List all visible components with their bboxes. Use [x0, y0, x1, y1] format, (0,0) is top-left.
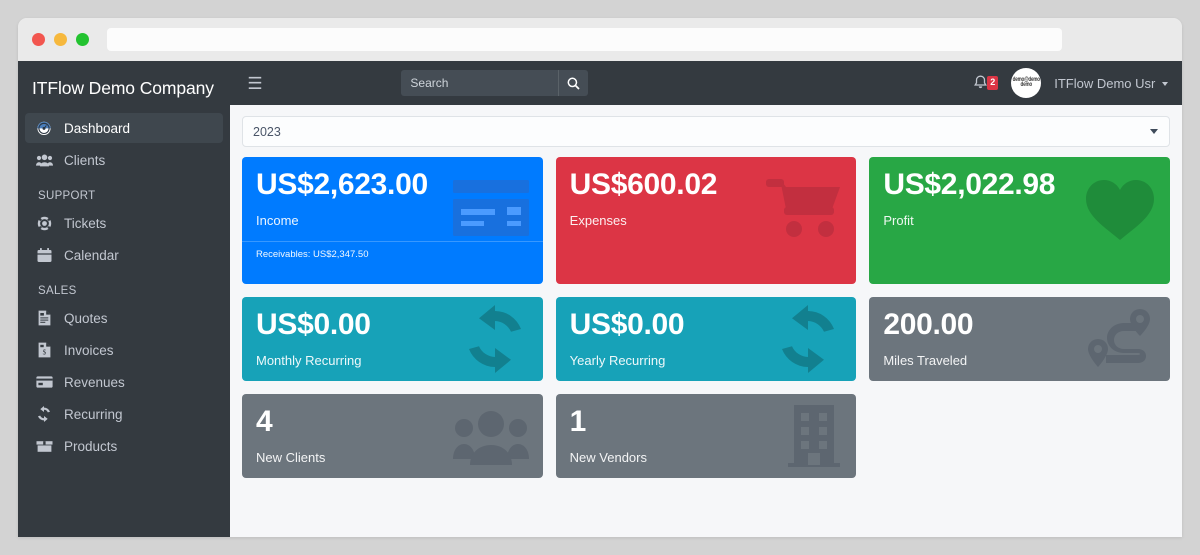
sidebar-item-label: Clients — [64, 152, 106, 168]
gauge-icon — [34, 120, 54, 136]
browser-chrome-bar — [18, 18, 1182, 61]
navbar-right: 2 demo@demo demo ITFlow Demo Usr — [973, 68, 1168, 98]
main-column: ☰ 2 — [230, 61, 1182, 537]
sidebar-section-sales: SALES — [38, 285, 77, 297]
file-invoice-icon — [34, 310, 54, 326]
sidebar-item-label: Dashboard — [64, 120, 131, 136]
maximize-window-button[interactable] — [76, 33, 89, 46]
card-value: US$0.00 — [256, 308, 371, 341]
browser-window: ITFlow Demo Company Dashboard — [18, 18, 1182, 537]
sidebar-item-label: Invoices — [64, 342, 114, 358]
hamburger-icon[interactable]: ☰ — [247, 73, 263, 93]
card-label: Yearly Recurring — [569, 353, 666, 369]
card-label: Expenses — [569, 213, 627, 229]
sidebar-item-revenues[interactable]: Revenues — [25, 367, 223, 397]
card-body: 1 New Vendors — [556, 394, 857, 478]
card-body: 200.00 Miles Traveled — [869, 297, 1170, 381]
user-menu[interactable]: ITFlow Demo Usr — [1054, 76, 1168, 91]
avatar[interactable]: demo@demo demo — [1011, 68, 1042, 98]
avatar-line-1: demo@demo — [1012, 75, 1040, 83]
brand-title: ITFlow Demo Company — [32, 78, 214, 98]
card-label: Monthly Recurring — [256, 353, 362, 369]
card-body: US$2,623.00 Income — [242, 157, 543, 241]
box-icon — [34, 438, 54, 454]
card-row-2: US$0.00 Monthly Recurring US$0.00 — [242, 297, 1171, 382]
search-icon — [567, 77, 581, 90]
sidebar-item-label: Quotes — [64, 310, 108, 326]
app-viewport: ITFlow Demo Company Dashboard — [18, 61, 1182, 537]
window-controls — [32, 33, 89, 46]
close-window-button[interactable] — [32, 33, 45, 46]
sidebar-item-quotes[interactable]: Quotes — [25, 303, 223, 333]
card-footer: Receivables: US$2,347.50 — [242, 241, 543, 268]
search-bar — [401, 70, 589, 96]
card-profit[interactable]: US$2,022.98 Profit — [869, 157, 1171, 284]
sidebar-item-label: Recurring — [64, 406, 123, 422]
card-row-1: US$2,623.00 Income — [242, 157, 1171, 284]
sidebar-item-invoices[interactable]: $ Invoices — [25, 335, 223, 365]
sidebar-item-products[interactable]: Products — [25, 431, 223, 461]
sidebar-item-label: Products — [64, 438, 118, 454]
card-body: US$2,022.98 Profit — [869, 157, 1170, 241]
card-new-vendors[interactable]: 1 New Vendors — [555, 394, 857, 479]
credit-card-icon — [34, 374, 54, 390]
card-value: 200.00 — [883, 308, 974, 341]
card-monthly-recurring[interactable]: US$0.00 Monthly Recurring — [242, 297, 543, 382]
notification-badge: 2 — [987, 76, 999, 90]
card-label: New Clients — [256, 450, 326, 466]
card-label: Profit — [883, 213, 914, 229]
sidebar-item-recurring[interactable]: Recurring — [25, 399, 223, 429]
sidebar-item-tickets[interactable]: Tickets — [25, 208, 223, 238]
sidebar-item-dashboard[interactable]: Dashboard — [25, 113, 223, 143]
card-label: Income — [256, 213, 299, 229]
card-value: 4 — [256, 405, 273, 439]
year-select[interactable]: 2023 — [242, 116, 1170, 147]
file-invoice-dollar-icon: $ — [34, 342, 54, 358]
sidebar-item-label: Tickets — [64, 215, 107, 231]
card-expenses[interactable]: US$600.02 Expenses — [555, 157, 857, 284]
user-menu-label: ITFlow Demo Usr — [1054, 75, 1156, 91]
year-filter: 2023 — [242, 116, 1170, 147]
card-body: US$600.02 Expenses — [556, 157, 857, 241]
sidebar: ITFlow Demo Company Dashboard — [18, 61, 230, 537]
search-input[interactable] — [401, 70, 559, 96]
url-bar-input[interactable] — [107, 28, 1062, 51]
search-submit-button[interactable] — [558, 70, 589, 96]
card-new-clients[interactable]: 4 New Clients — [242, 394, 543, 479]
card-label: New Vendors — [569, 450, 647, 466]
sidebar-item-clients[interactable]: Clients — [25, 145, 223, 175]
content-area: 2023 US$2,623.00 Income — [230, 105, 1182, 537]
sync-icon — [34, 406, 54, 422]
card-value: US$2,022.98 — [883, 168, 1056, 201]
sidebar-section-support: SUPPORT — [38, 190, 96, 202]
avatar-line-2: demo — [1020, 80, 1033, 88]
chevron-down-icon — [1161, 82, 1168, 87]
life-ring-icon — [34, 215, 54, 231]
sidebar-item-label: Revenues — [64, 374, 125, 390]
card-value: US$0.00 — [569, 308, 685, 341]
users-icon — [34, 152, 54, 168]
svg-text:$: $ — [42, 348, 46, 356]
card-label: Miles Traveled — [883, 353, 968, 369]
card-income[interactable]: US$2,623.00 Income — [242, 157, 543, 284]
sidebar-item-label: Calendar — [64, 247, 119, 263]
card-value: US$600.02 — [569, 168, 718, 201]
card-value: US$2,623.00 — [256, 168, 428, 201]
card-yearly-recurring[interactable]: US$0.00 Yearly Recurring — [555, 297, 857, 382]
calendar-icon — [34, 247, 54, 263]
card-body: US$0.00 Monthly Recurring — [242, 297, 543, 381]
bell-icon — [974, 75, 988, 89]
notifications-button[interactable]: 2 — [973, 75, 999, 91]
minimize-window-button[interactable] — [54, 33, 67, 46]
sidebar-item-calendar[interactable]: Calendar — [25, 240, 223, 270]
card-body: 4 New Clients — [242, 394, 543, 478]
card-row-3: 4 New Clients — [242, 394, 1170, 479]
card-body: US$0.00 Yearly Recurring — [556, 297, 857, 381]
top-navbar: ☰ 2 — [230, 61, 1182, 105]
card-miles-traveled[interactable]: 200.00 Miles Traveled — [869, 297, 1171, 382]
card-row-3-spacer — [869, 394, 1170, 478]
card-value: 1 — [569, 405, 587, 439]
